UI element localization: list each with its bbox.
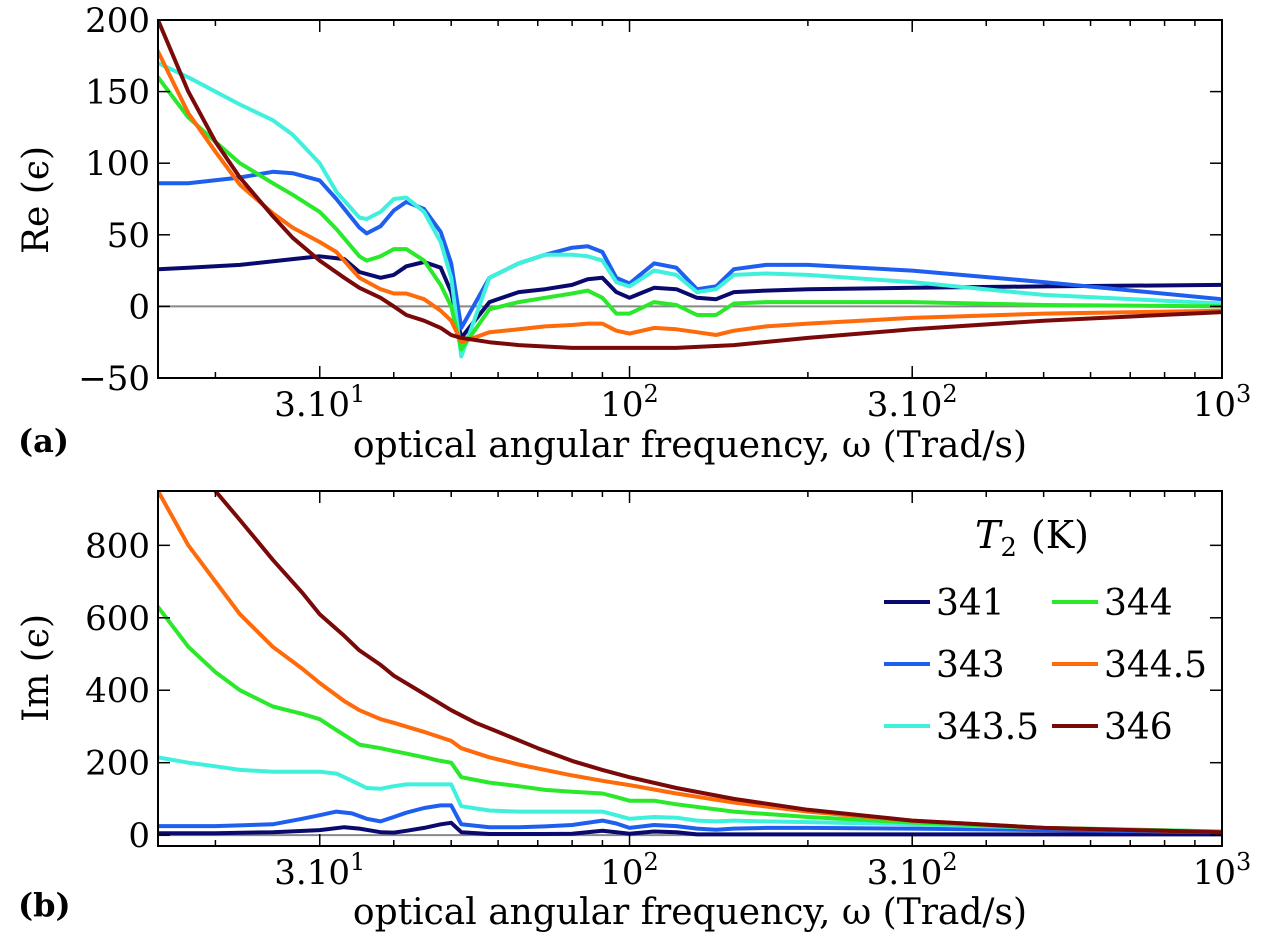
y-tick-label: 200: [85, 744, 150, 784]
y-tick-label: 0: [128, 287, 150, 327]
y-tick-label: 50: [107, 216, 150, 256]
panel-b-ticks: 3.101 102 3.102 103 800 600 400 200 0: [85, 491, 1251, 893]
panel-a-x-axis-label: optical angular frequency, ω (Trad/s): [353, 425, 1027, 466]
series-line-343-5: [158, 61, 1222, 359]
panel-a-label: (a): [18, 422, 69, 460]
legend-label-346: 346: [1104, 707, 1173, 748]
legend-label-343: 343: [936, 645, 1005, 686]
panel-b-y-axis-label: Im (ϵ): [16, 614, 57, 722]
series-line-343-5: [158, 755, 1222, 834]
y-tick-label: 600: [85, 599, 150, 639]
legend-label-341: 341: [936, 583, 1005, 624]
series-line-344: [158, 604, 1222, 834]
panel-a-ticks: 3.101 102 3.102 103 200 150 100 50 0 −50: [78, 1, 1251, 425]
y-tick-label: −50: [78, 359, 150, 399]
y-tick-label: 800: [85, 526, 150, 566]
series-line-341: [158, 820, 1222, 837]
x-tick-label: 103: [1193, 380, 1252, 425]
x-tick-label: 102: [600, 380, 659, 425]
panel-a-series: [158, 20, 1222, 359]
panel-b-label: (b): [18, 886, 71, 924]
x-tick-label: 3.101: [274, 848, 365, 893]
y-tick-label: 100: [85, 144, 150, 184]
y-tick-label: 400: [85, 671, 150, 711]
panel-b-x-axis-label: optical angular frequency, ω (Trad/s): [353, 892, 1027, 933]
legend-title: T2 (K): [975, 513, 1089, 563]
legend-title-main: T: [975, 513, 1003, 557]
y-tick-label: 150: [85, 73, 150, 113]
series-line-344-5: [158, 49, 1222, 345]
panel-a-chart: 3.101 102 3.102 103 200 150 100 50 0 −50 (a) opti…: [16, 1, 1251, 466]
legend-label-343-5: 343.5: [936, 707, 1039, 748]
series-line-344: [158, 75, 1222, 352]
panel-b-series: [158, 491, 1222, 837]
legend-entries: 341 344 343 344.5 343.5 346: [884, 583, 1207, 748]
x-tick-label: 3.101: [274, 380, 365, 425]
x-tick-label: 3.102: [867, 848, 958, 893]
y-tick-label: 200: [85, 1, 150, 41]
legend-label-344-5: 344.5: [1104, 645, 1207, 686]
panel-b-chart: 3.101 102 3.102 103 800 600 400 200 0 (b) optica…: [16, 490, 1251, 933]
panel-b-frame: [157, 490, 1223, 847]
y-tick-label: 0: [128, 816, 150, 856]
x-tick-label: 3.102: [867, 380, 958, 425]
panel-a-frame: [157, 19, 1223, 379]
legend-label-344: 344: [1104, 583, 1173, 624]
x-tick-label: 103: [1193, 848, 1252, 893]
panel-a-y-axis-label: Re (ϵ): [16, 146, 57, 254]
legend-title-sub: 2: [1000, 533, 1017, 563]
series-line-343: [158, 803, 1222, 835]
legend-title-unit: (K): [1031, 513, 1089, 557]
series-line-346: [213, 491, 1222, 835]
x-tick-label: 102: [600, 848, 659, 893]
series-line-346: [158, 20, 1222, 350]
series-line-344-5: [158, 491, 1222, 835]
legend: T2 (K) 341 344 343 344.5 343.5 346: [884, 513, 1207, 748]
